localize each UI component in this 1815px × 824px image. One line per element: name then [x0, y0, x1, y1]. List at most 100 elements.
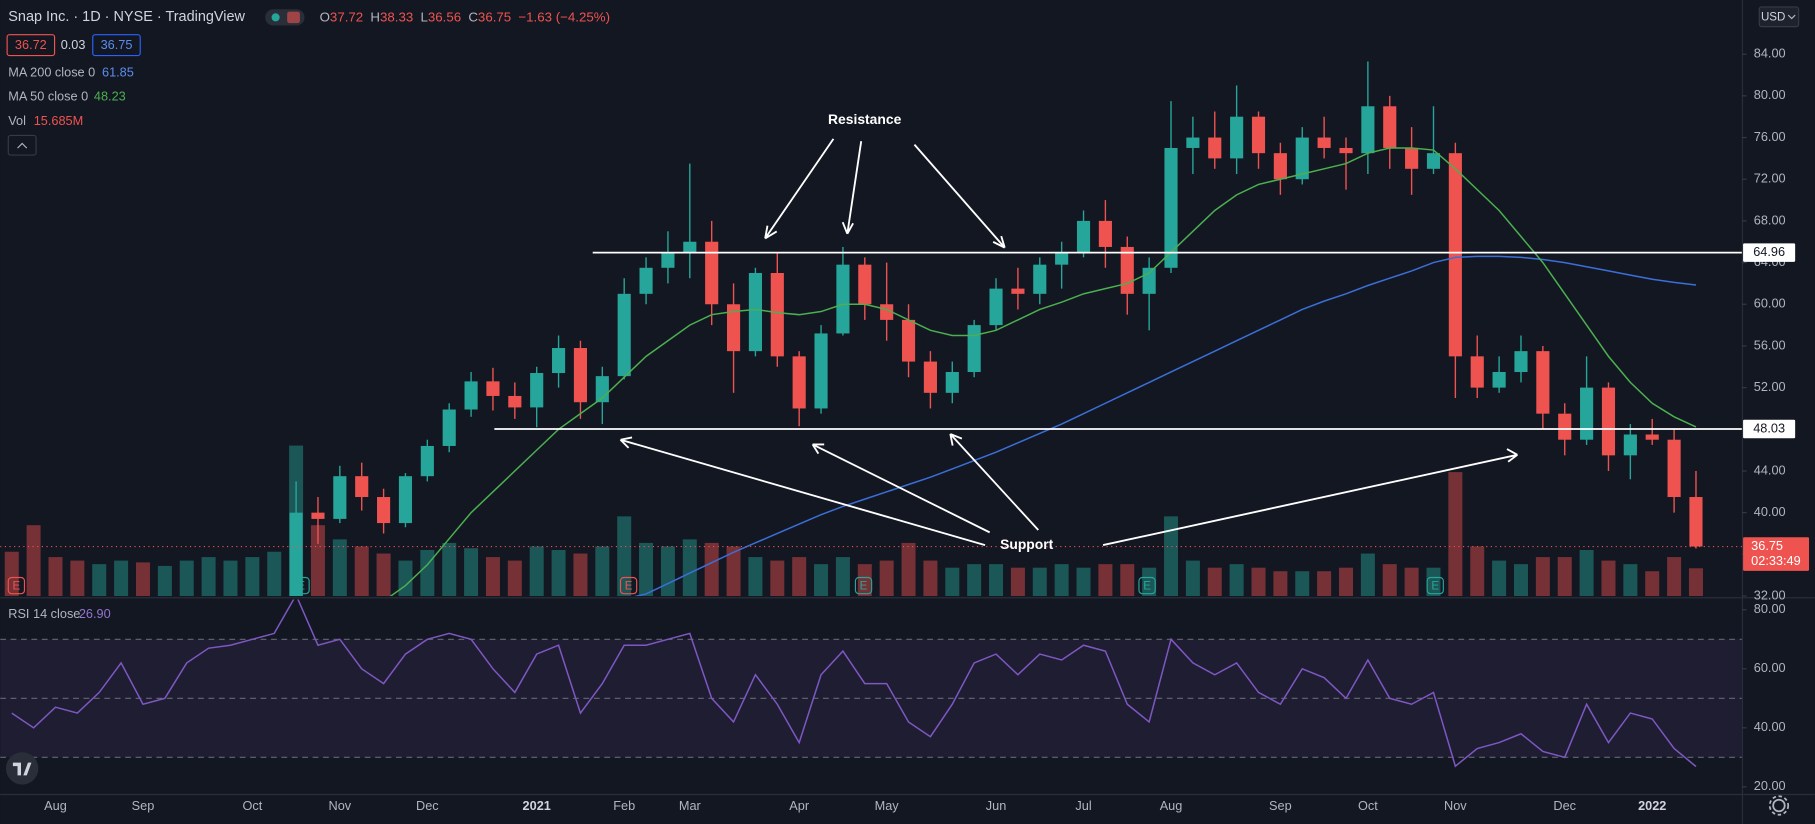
candle-body: [377, 497, 391, 524]
candle-body: [792, 356, 806, 409]
settings-icon[interactable]: [1772, 798, 1786, 813]
last-price-label: 36.75: [1751, 538, 1783, 553]
candle-body: [1295, 137, 1309, 180]
ma50-legend: MA 50 close 0: [8, 89, 88, 104]
currency-button[interactable]: [1758, 6, 1800, 28]
bid: 36.72: [15, 37, 47, 52]
rsi-value: 26.90: [79, 606, 111, 621]
volume-bar: [245, 557, 260, 597]
candle-body: [1120, 246, 1134, 294]
volume-bar: [879, 560, 894, 597]
volume-bar: [1185, 560, 1200, 597]
settings: [1768, 795, 1790, 816]
earnings-label: E: [625, 580, 633, 592]
earnings-icon[interactable]: [292, 576, 310, 595]
candle-body: [1667, 439, 1681, 498]
candle-body: [1645, 434, 1659, 440]
candle-body: [923, 361, 937, 393]
change: −1.63 (−4.25%): [518, 9, 610, 24]
volume-bar: [682, 539, 697, 597]
candle-body: [1580, 387, 1594, 440]
candle-body: [552, 348, 566, 374]
volume-bar: [223, 560, 238, 597]
volume-bar: [595, 546, 610, 597]
collapse-button[interactable]: [7, 134, 37, 156]
volume-bar: [857, 564, 872, 597]
ohlc-value: 36.56: [428, 9, 461, 24]
x-tick-label: Aug: [44, 798, 67, 813]
candle-body: [530, 373, 544, 408]
candle-body: [1426, 153, 1441, 169]
x-tick-label: Aug: [1160, 798, 1183, 813]
volume-bar: [1688, 568, 1703, 597]
volume-bar: [1360, 553, 1375, 597]
x-tick-label: Jun: [986, 798, 1007, 813]
candle-body: [289, 512, 303, 597]
volume-bar: [1382, 564, 1397, 597]
volume-bar: [573, 553, 588, 597]
volume-bar: [704, 542, 719, 597]
earnings-label: E: [1143, 580, 1151, 592]
arrow: [764, 138, 835, 240]
x-tick-label: Sep: [1269, 798, 1292, 813]
ask-box[interactable]: [92, 34, 141, 57]
candle-body: [1558, 413, 1572, 440]
volume-bar: [354, 546, 369, 597]
earnings-icon[interactable]: [1426, 576, 1444, 595]
arrow: [619, 436, 986, 546]
candle-body: [1623, 434, 1637, 456]
ask: 36.75: [101, 37, 133, 52]
volume-bar: [639, 542, 654, 597]
volume-bar: [726, 546, 741, 597]
candle-body: [1033, 264, 1047, 294]
volume-bar: [923, 560, 938, 597]
volume-bar: [1317, 571, 1332, 597]
candle-body: [1405, 147, 1419, 169]
earnings-icon[interactable]: [1138, 576, 1156, 595]
candle-body: [858, 264, 872, 305]
level-label-box: [1743, 419, 1796, 439]
bid-box[interactable]: [6, 34, 56, 57]
volume-bar: [1273, 571, 1288, 597]
candle-body: [814, 333, 828, 409]
logo-badge[interactable]: [5, 752, 39, 785]
volume-bar: [48, 557, 63, 597]
candle-body: [1448, 153, 1462, 357]
x-tick-label: Dec: [416, 798, 439, 813]
candle-body: [1142, 267, 1156, 294]
arrow: [949, 433, 1039, 531]
y-tick-label: 80.00: [1754, 601, 1786, 616]
candle-body: [398, 476, 413, 524]
candle-body: [705, 241, 719, 305]
status-dot: [271, 13, 280, 22]
ma200-legend: MA 200 close 0: [8, 64, 95, 79]
ohlc-legend: O37.72 H38.33 L36.56 C36.75 −1.63 (−4.25…: [320, 9, 610, 24]
earnings-icon[interactable]: [619, 576, 638, 595]
earnings-icon[interactable]: [7, 576, 26, 595]
volume-bar: [507, 560, 522, 597]
candle-body: [1230, 116, 1244, 159]
candle-body: [1251, 116, 1266, 154]
ohlc-key: C: [468, 9, 478, 24]
status-icon: [287, 11, 300, 24]
x-tick-label: Apr: [789, 798, 810, 813]
earnings-icon[interactable]: [854, 576, 873, 595]
volume-bar: [1207, 567, 1222, 597]
volume-bar: [617, 516, 632, 597]
candle-body: [1601, 387, 1616, 456]
volume-bar: [1251, 567, 1266, 597]
volume-bar: [1229, 564, 1244, 597]
x-tick-label: Nov: [1444, 798, 1467, 813]
candle-body: [1164, 147, 1178, 268]
y-tick-label: 56.00: [1754, 337, 1786, 352]
candle-body: [442, 409, 456, 446]
volume-bar: [1579, 549, 1594, 597]
y-tick-label: 84.00: [1754, 46, 1786, 61]
candle-body: [1536, 351, 1550, 414]
ma50-value: 48.23: [94, 89, 126, 104]
volume-bar: [529, 546, 544, 597]
candle-body: [1361, 106, 1375, 154]
x-tick-label: Mar: [679, 798, 702, 813]
axes: Aug Sep Oct Nov Dec 2021 Feb Mar Apr May Jun Jul Aug…: [44, 46, 1810, 813]
